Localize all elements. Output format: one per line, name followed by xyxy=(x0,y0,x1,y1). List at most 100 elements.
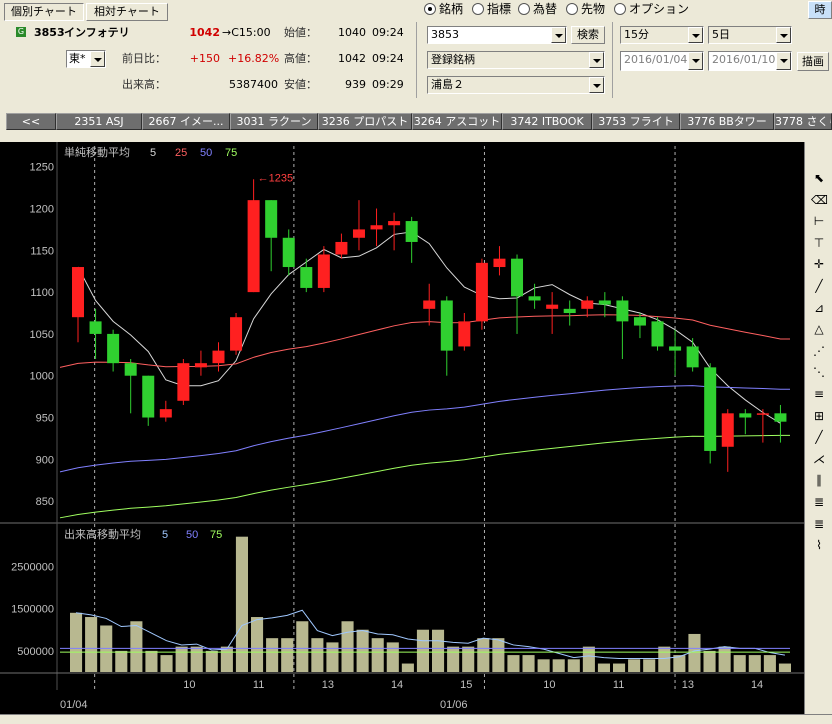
steps-icon[interactable]: ⌇ xyxy=(816,538,822,553)
fib-time-icon[interactable]: ⊞ xyxy=(813,408,825,423)
volume-bar xyxy=(688,633,701,672)
tab-individual-chart[interactable]: 個別チャート xyxy=(4,3,84,21)
eraser-icon[interactable]: ⌫ xyxy=(811,192,828,207)
ma-legend-item: 75 xyxy=(225,147,237,159)
peak-annotation: ←1235 xyxy=(258,172,293,184)
fib-fan-icon[interactable]: ⋱ xyxy=(813,365,825,380)
candle-body xyxy=(265,200,278,238)
three-line-icon[interactable]: ≣ xyxy=(813,495,825,509)
radio-index[interactable]: 指標 xyxy=(472,1,511,17)
radio-option[interactable]: オプション xyxy=(614,1,689,17)
market-select[interactable]: 東* xyxy=(66,50,106,68)
draw-button[interactable]: 描画 xyxy=(797,52,829,71)
watchlist-select[interactable]: 登録銘柄 xyxy=(427,51,605,69)
chevron-down-icon[interactable] xyxy=(776,27,791,43)
radio-futures[interactable]: 先物 xyxy=(566,1,605,17)
radio-forex[interactable]: 為替 xyxy=(518,1,557,17)
volume-bar xyxy=(160,655,173,672)
market-select-value: 東* xyxy=(69,52,86,65)
group-select[interactable]: 浦島２ xyxy=(427,76,605,94)
volume-bar xyxy=(70,612,83,672)
candle-body xyxy=(89,321,102,334)
watchlist-tab[interactable]: 3031 ラクーン xyxy=(230,113,318,130)
fan-icon[interactable]: ⊿ xyxy=(813,300,825,315)
change-value: +150 xyxy=(189,52,220,65)
gann-icon[interactable]: ⋌ xyxy=(813,451,825,466)
tab-scroll-left[interactable]: << xyxy=(6,113,56,130)
radio-label: 銘柄 xyxy=(439,2,464,16)
radio-label: オプション xyxy=(629,2,690,16)
cursor-icon[interactable]: ⬉ xyxy=(813,171,825,185)
candle-body xyxy=(756,413,769,415)
search-button[interactable]: 検索 xyxy=(571,26,605,44)
ma-legend-item: 25 xyxy=(175,147,187,159)
candle-body xyxy=(669,346,682,351)
volume-bar xyxy=(492,638,505,672)
candle-body xyxy=(528,296,541,301)
chevron-down-icon[interactable] xyxy=(551,27,566,43)
cross-icon[interactable]: ✛ xyxy=(813,257,825,272)
watchlist-tab[interactable]: 3776 BBタワー xyxy=(680,113,774,130)
watchlist-select-value: 登録銘柄 xyxy=(431,53,475,66)
chevron-down-icon[interactable] xyxy=(776,52,791,70)
chevron-down-icon[interactable] xyxy=(688,27,703,43)
volume-tick-label: 2500000 xyxy=(11,561,54,573)
watchlist-tab[interactable]: 3264 アスコット xyxy=(412,113,502,130)
watchlist-tab[interactable]: 2667 イメー... xyxy=(142,113,230,130)
stock-chart[interactable]: 850 900 950 1000 1050 1100 1150 1200 1250 単純移動平均… xyxy=(0,142,804,714)
watchlist-tab[interactable]: 3236 プロパスト xyxy=(318,113,412,130)
date-to-input[interactable]: 2016/01/10 xyxy=(708,51,792,71)
period-select[interactable]: 5日 xyxy=(708,26,792,44)
four-line-icon[interactable]: ≣ xyxy=(813,516,825,531)
candle-body xyxy=(107,333,120,364)
radio-label: 先物 xyxy=(581,2,606,16)
watchlist-tab[interactable]: 3753 フライト xyxy=(592,113,680,130)
candle-body xyxy=(212,350,225,364)
volume-bar xyxy=(567,659,580,672)
chevron-down-icon[interactable] xyxy=(589,52,604,68)
volume-bar xyxy=(597,663,610,672)
volume-bar xyxy=(748,655,761,672)
chevron-down-icon[interactable] xyxy=(589,77,604,93)
volume-bar xyxy=(205,650,218,672)
stock-code: 3853 xyxy=(34,26,65,39)
date-label: 01/06 xyxy=(440,699,468,711)
symbol-search-input[interactable]: 3853 xyxy=(427,26,567,44)
x-tick-label: 14 xyxy=(391,679,403,691)
open-label: 始値： xyxy=(284,26,317,39)
stock-name: インフォテリ xyxy=(64,26,130,39)
triangle-icon[interactable]: △ xyxy=(814,322,824,337)
segment-icon[interactable]: ╱ xyxy=(815,430,823,445)
channel-icon[interactable]: ≡ xyxy=(813,387,825,401)
fibonacci-icon[interactable]: ⋰ xyxy=(813,343,825,358)
low-label: 安値： xyxy=(284,78,317,91)
watchlist-tab[interactable]: 3742 ITBOOK xyxy=(502,113,592,130)
time-button[interactable]: 時 xyxy=(808,1,832,19)
volume-bar xyxy=(145,650,158,672)
trendline-icon[interactable]: ╱ xyxy=(815,279,823,293)
interval-select[interactable]: 15分 xyxy=(620,26,704,44)
volume-bar xyxy=(733,655,746,672)
volume-bar xyxy=(537,659,550,672)
divider xyxy=(612,22,613,98)
radio-stock[interactable]: 銘柄 xyxy=(424,1,463,17)
parallel-icon[interactable]: ∥ xyxy=(816,473,822,488)
volume-bar xyxy=(522,655,535,672)
price-tick-label: 1100 xyxy=(30,287,54,299)
volume-bar xyxy=(130,621,143,672)
x-tick-label: 11 xyxy=(613,679,624,691)
market-icon: G xyxy=(16,27,26,37)
horizontal-line-icon[interactable]: ⊢ xyxy=(813,214,825,229)
price-tick-label: 1150 xyxy=(30,245,54,257)
date-from-input[interactable]: 2016/01/04 xyxy=(620,51,704,71)
chevron-down-icon[interactable] xyxy=(688,52,703,70)
tab-relative-chart[interactable]: 相対チャート xyxy=(86,3,168,21)
candle-body xyxy=(475,262,488,322)
low-time: 09:29 xyxy=(372,78,404,91)
vertical-line-icon[interactable]: ⊤ xyxy=(813,235,825,250)
watchlist-tab[interactable]: 2351 ASJ xyxy=(56,113,142,130)
chevron-down-icon[interactable] xyxy=(90,51,105,67)
watchlist-tab[interactable]: 3778 さくら xyxy=(774,113,832,130)
volume-panel-title: 出来高移動平均 xyxy=(64,527,141,541)
volume-bar xyxy=(613,663,626,672)
